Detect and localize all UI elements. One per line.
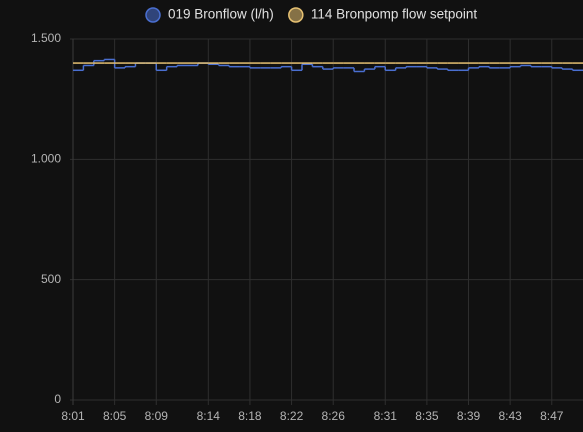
legend-item[interactable]: 019 Bronflow (l/h) — [145, 7, 274, 23]
x-tick-label: 8:22 — [280, 409, 304, 423]
x-tick-label: 8:35 — [415, 409, 439, 423]
x-tick-label: 8:26 — [322, 409, 346, 423]
x-tick-label: 8:31 — [374, 409, 398, 423]
x-tick-label: 8:18 — [238, 409, 262, 423]
y-tick-label: 1.500 — [31, 31, 61, 45]
legend-item[interactable]: 114 Bronpomp flow setpoint — [288, 7, 478, 23]
x-tick-label: 8:01 — [61, 409, 85, 423]
x-tick-label: 8:14 — [197, 409, 221, 423]
y-tick-label: 1.000 — [31, 152, 61, 166]
x-tick-label: 8:43 — [498, 409, 522, 423]
x-tick-label: 8:09 — [145, 409, 169, 423]
y-tick-label: 0 — [54, 392, 61, 406]
x-tick-label: 8:05 — [103, 409, 127, 423]
legend-swatch — [145, 7, 161, 23]
legend-swatch — [288, 7, 304, 23]
x-tick-label: 8:47 — [540, 409, 564, 423]
y-tick-label: 500 — [41, 272, 61, 286]
legend-label: 019 Bronflow (l/h) — [168, 7, 274, 22]
legend-label: 114 Bronpomp flow setpoint — [311, 7, 478, 22]
x-tick-label: 8:39 — [457, 409, 481, 423]
